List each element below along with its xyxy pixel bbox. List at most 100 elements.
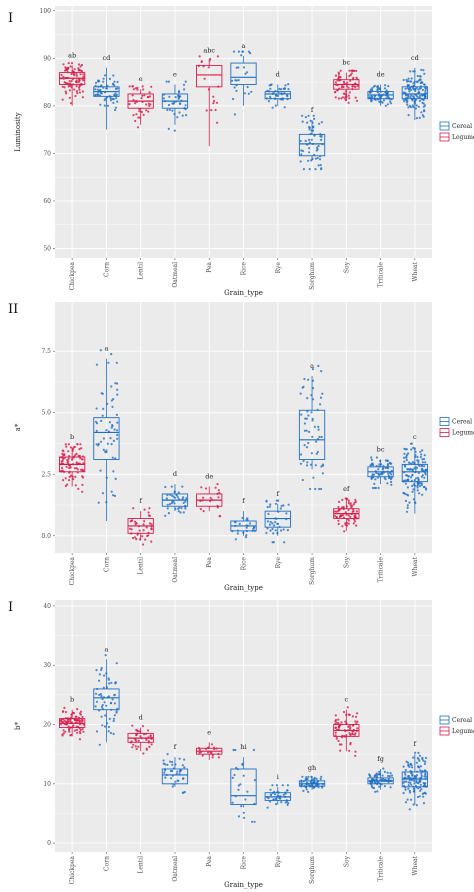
data-point [388, 461, 391, 464]
data-point [79, 728, 82, 732]
data-point [421, 756, 424, 760]
data-point [307, 790, 310, 794]
x-tick-label: Rye [275, 262, 282, 274]
data-point [275, 94, 278, 97]
data-point [110, 708, 113, 711]
iqr-box [298, 409, 326, 460]
significance-letter: d [173, 470, 177, 478]
data-point [253, 529, 256, 533]
data-point [113, 93, 116, 97]
panel-1: 50 60 70 80 90 100 ab Chickpea cd Corn e Lentil e Oat… [8, 6, 474, 297]
data-point [305, 786, 308, 789]
data-point [368, 774, 371, 777]
data-point [98, 673, 101, 676]
x-tick-label: Sorghum [309, 557, 316, 585]
data-point [354, 754, 357, 757]
data-point [423, 83, 426, 86]
data-point [237, 50, 240, 53]
data-point [95, 363, 98, 366]
data-point [411, 461, 415, 464]
data-point [385, 97, 388, 100]
data-point [404, 786, 407, 789]
data-point [411, 99, 414, 102]
data-point [311, 142, 315, 146]
data-point [390, 98, 393, 101]
data-point [404, 773, 407, 776]
data-point [173, 502, 176, 505]
data-point [73, 74, 76, 77]
data-point [79, 722, 82, 725]
data-point [317, 786, 320, 789]
data-point [164, 485, 167, 489]
data-point [411, 468, 414, 471]
data-point [101, 707, 104, 710]
data-point [73, 717, 76, 720]
data-point [241, 50, 244, 53]
data-point [272, 798, 275, 801]
data-point [105, 501, 108, 504]
x-tick-label: Pea [206, 557, 213, 568]
data-point [78, 79, 81, 82]
data-point [356, 712, 359, 715]
data-point [414, 89, 417, 93]
data-point [407, 784, 410, 787]
legend: Cereal Legume [439, 417, 474, 437]
box-triticale: fg Triticale [367, 755, 394, 882]
data-point [109, 731, 112, 735]
data-point [408, 501, 411, 504]
data-point [286, 789, 289, 792]
data-point [73, 68, 76, 71]
data-point [71, 83, 75, 86]
data-point [423, 104, 427, 107]
data-point [404, 788, 407, 791]
data-point [171, 774, 174, 777]
data-point [111, 424, 114, 427]
data-point [115, 710, 118, 713]
data-point [163, 769, 167, 772]
data-point [354, 720, 357, 723]
data-point [308, 151, 311, 154]
significance-letter: e [207, 728, 211, 736]
data-point [115, 97, 118, 100]
data-point [337, 739, 340, 743]
data-point [316, 156, 319, 160]
data-point [374, 790, 377, 793]
data-point [386, 470, 389, 473]
data-point [347, 499, 350, 502]
data-point [345, 95, 348, 98]
data-point [425, 488, 428, 491]
data-point [344, 93, 348, 96]
data-point [417, 105, 420, 108]
data-point [148, 514, 151, 518]
data-point [416, 781, 419, 784]
data-point [307, 159, 310, 162]
data-point [274, 90, 277, 93]
significance-letter: gh [308, 764, 316, 772]
data-point [320, 435, 323, 439]
legend: Cereal Legume [439, 121, 474, 142]
data-point [179, 95, 182, 98]
data-point [114, 94, 117, 98]
data-point [98, 679, 101, 682]
data-point [415, 86, 418, 89]
data-point [271, 784, 274, 787]
data-point [102, 437, 105, 440]
data-point [411, 484, 414, 488]
y-tick-label: 40 [43, 603, 51, 610]
data-point [67, 443, 70, 446]
data-point [415, 117, 418, 120]
data-point [411, 95, 415, 98]
data-point [145, 109, 148, 112]
data-point [370, 785, 373, 788]
data-point [69, 474, 73, 477]
data-point [165, 773, 168, 777]
data-point [267, 512, 270, 516]
data-point [102, 686, 105, 689]
data-point [341, 498, 344, 501]
box-oatmeal: f Oatmeal [161, 743, 189, 882]
data-point [218, 515, 222, 518]
data-point [353, 85, 356, 88]
data-point [414, 107, 417, 110]
data-point [95, 429, 98, 432]
data-point [319, 135, 322, 138]
